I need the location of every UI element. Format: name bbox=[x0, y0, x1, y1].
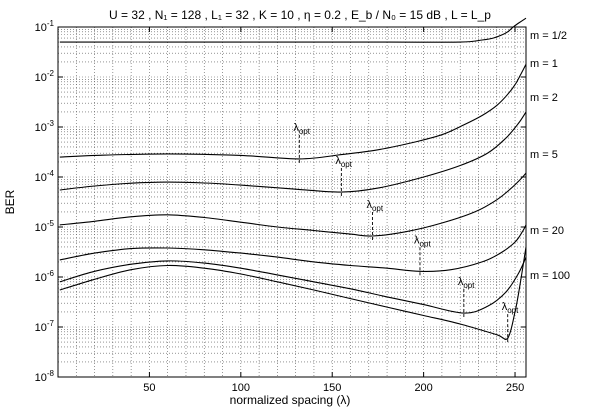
optimum-markers: λopt λopt λopt λopt λopt λopt bbox=[293, 122, 519, 343]
y-tick-label: 10-3 bbox=[35, 119, 55, 134]
x-axis-ticks: 50 100 150 200 250 bbox=[143, 27, 524, 394]
series-line-5 bbox=[59, 224, 527, 272]
series-label: m = 100 bbox=[530, 270, 570, 282]
y-tick-label: 10-8 bbox=[35, 369, 55, 384]
plot-frame bbox=[57, 26, 527, 378]
series-label: m = 20 bbox=[530, 225, 564, 237]
y-tick-label: 10-4 bbox=[35, 169, 55, 184]
series-line-4 bbox=[59, 172, 527, 237]
y-axis-ticks: 10-1 10-2 10-3 10-4 10-5 10-6 10-7 10-8 bbox=[35, 19, 526, 384]
optimum-label: λopt bbox=[293, 122, 310, 136]
optimum-label: λopt bbox=[502, 301, 519, 315]
y-tick-label: 10-6 bbox=[35, 269, 55, 284]
series-line-3 bbox=[59, 111, 527, 193]
series-label: m = 1 bbox=[530, 58, 558, 70]
chart-title: U = 32 , N₁ = 128 , L₁ = 32 , K = 10 , η… bbox=[109, 8, 491, 22]
series-label: m = 2 bbox=[530, 92, 558, 104]
series-labels: m = 1/2 m = 1 m = 2 m = 5 m = 20 m = 100 bbox=[530, 30, 570, 282]
series-line-2 bbox=[59, 63, 527, 160]
x-axis-label: normalized spacing (λ) bbox=[230, 393, 351, 407]
optimum-label: λopt bbox=[458, 276, 475, 290]
y-tick-label: 10-2 bbox=[35, 69, 55, 84]
x-tick-label: 200 bbox=[414, 382, 432, 394]
y-tick-label: 10-5 bbox=[35, 219, 55, 234]
optimum-label: λopt bbox=[414, 234, 431, 248]
series-line-7 bbox=[59, 246, 527, 341]
series-label: m = 5 bbox=[530, 149, 558, 161]
y-axis-label: BER bbox=[3, 189, 17, 214]
x-tick-label: 100 bbox=[232, 382, 250, 394]
x-tick-label: 50 bbox=[143, 382, 155, 394]
optimum-label: λopt bbox=[366, 199, 383, 213]
x-tick-label: 250 bbox=[506, 382, 524, 394]
x-tick-label: 150 bbox=[323, 382, 341, 394]
optimum-label: λopt bbox=[335, 155, 352, 169]
y-tick-label: 10-1 bbox=[35, 19, 55, 34]
series-label: m = 1/2 bbox=[530, 30, 567, 42]
series-line-6 bbox=[59, 256, 527, 314]
series-curves bbox=[59, 17, 527, 341]
y-tick-label: 10-7 bbox=[35, 319, 55, 334]
grid-lines bbox=[58, 27, 526, 377]
